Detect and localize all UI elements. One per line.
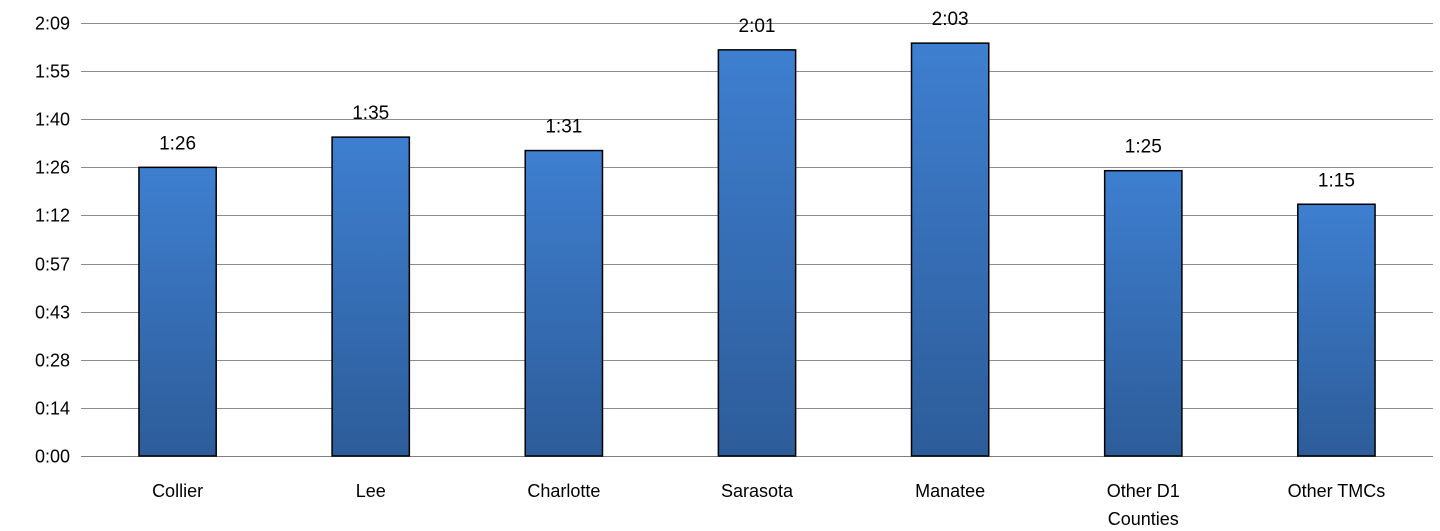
- x-tick-label: Other D1 Counties: [1107, 481, 1180, 529]
- y-tick-label: 2:09: [35, 14, 70, 34]
- y-tick-label: 1:26: [35, 158, 70, 178]
- y-tick-label: 1:55: [35, 62, 70, 82]
- bar: [1103, 169, 1183, 457]
- bar: [524, 149, 604, 457]
- y-tick-label: 0:57: [35, 255, 70, 275]
- bar: [331, 136, 411, 457]
- bar: [717, 49, 797, 457]
- x-tick-label: Other TMCs: [1288, 481, 1386, 501]
- y-axis-tick-labels: 0:00 0:14 0:28 0:43 0:57 1:12 1:26 1:40 1:55 2:09: [35, 14, 70, 467]
- y-tick-label: 0:43: [35, 303, 70, 323]
- x-axis-tick-labels: Collier Lee Charlotte Sarasota Manatee Other …: [152, 481, 1385, 529]
- x-tick-label: Sarasota: [721, 481, 794, 501]
- data-labels: 1:26 1:35 1:31 2:01 2:03 1:25 1:15: [159, 9, 1355, 191]
- data-label: 2:01: [739, 16, 776, 37]
- y-tick-label: 1:40: [35, 110, 70, 130]
- x-tick-label: Lee: [356, 481, 386, 501]
- bar: [910, 42, 990, 457]
- bar: [138, 166, 217, 457]
- data-label: 1:35: [352, 103, 389, 124]
- data-label: 1:25: [1125, 137, 1162, 158]
- data-label: 1:31: [545, 117, 582, 138]
- data-label: 1:15: [1318, 170, 1355, 191]
- data-label: 1:26: [159, 133, 196, 154]
- y-tick-label: 0:00: [35, 447, 70, 467]
- x-tick-label: Collier: [152, 481, 203, 501]
- data-label: 2:03: [932, 9, 969, 30]
- bar: [1297, 203, 1376, 457]
- y-tick-label: 0:28: [35, 351, 70, 371]
- y-tick-label: 0:14: [35, 399, 70, 419]
- x-tick-label: Manatee: [915, 481, 985, 501]
- bars: [138, 42, 1376, 457]
- y-tick-label: 1:12: [35, 206, 70, 226]
- x-tick-label: Charlotte: [527, 481, 600, 501]
